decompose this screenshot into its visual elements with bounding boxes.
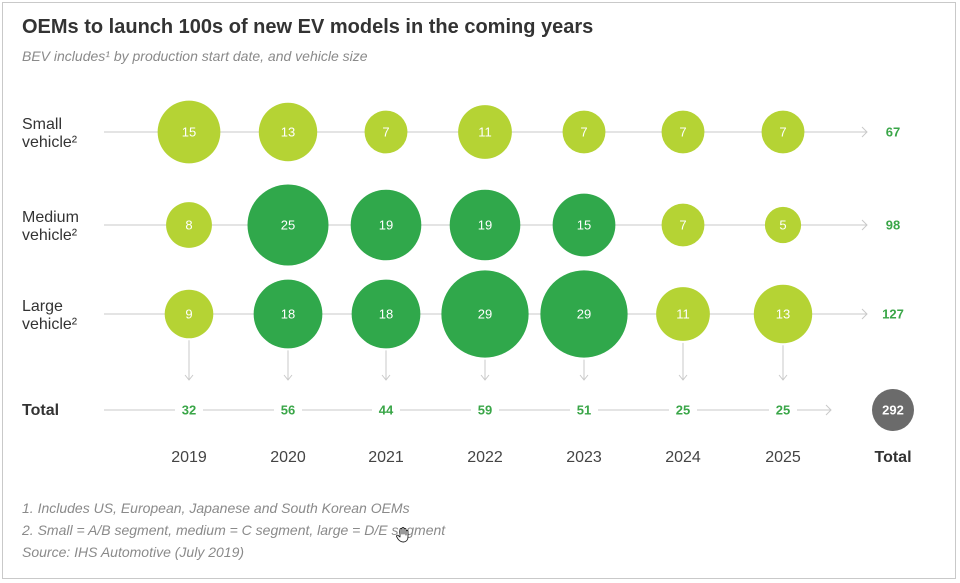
bubble-2-2019 <box>164 289 214 339</box>
row-label-0: Small vehicle² <box>22 116 78 151</box>
row-0-guide-arrowhead <box>861 126 868 138</box>
column-total-bg-2021 <box>372 401 400 419</box>
bubble-0-2021 <box>364 110 408 154</box>
bubble-value-0-2020: 13 <box>281 125 295 140</box>
bubble-value-0-2019: 15 <box>182 125 196 140</box>
down-arrowhead-2022 <box>480 374 490 381</box>
bubble-value-0-2025: 7 <box>779 125 786 140</box>
row-total-2: 127 <box>882 307 904 322</box>
bubble-value-0-2023: 7 <box>580 125 587 140</box>
bubble-0-2025 <box>761 110 805 154</box>
column-total-bg-2020 <box>274 401 302 419</box>
year-label-2024: 2024 <box>665 449 701 466</box>
bubble-1-2024 <box>661 203 705 247</box>
down-arrowhead-2020 <box>283 374 293 381</box>
column-total-2025: 25 <box>776 403 790 418</box>
bubble-0-2022 <box>458 105 512 159</box>
bubble-value-2-2024: 11 <box>676 307 690 322</box>
year-label-2021: 2021 <box>368 449 404 466</box>
row-total-0: 67 <box>886 125 900 140</box>
footnotes: 1. Includes US, European, Japanese and S… <box>22 497 445 563</box>
column-total-bg-2022 <box>471 401 499 419</box>
bubble-value-0-2024: 7 <box>679 125 686 140</box>
row-total-1: 98 <box>886 218 900 233</box>
column-total-bg-2019 <box>175 401 203 419</box>
year-label-2020: 2020 <box>270 449 306 466</box>
bubble-value-2-2023: 29 <box>577 307 591 322</box>
bubble-1-2022 <box>449 189 521 261</box>
column-total-2020: 56 <box>281 403 295 418</box>
totals-row-label: Total <box>22 402 59 419</box>
column-total-2024: 25 <box>676 403 690 418</box>
year-label-2019: 2019 <box>171 449 207 466</box>
bubble-value-2-2020: 18 <box>281 307 295 322</box>
bubble-1-2019 <box>166 202 212 248</box>
bubble-1-2025 <box>764 206 802 244</box>
column-total-2021: 44 <box>379 403 394 418</box>
bubble-2-2023 <box>540 270 628 358</box>
row-1-guide-arrowhead <box>861 219 868 231</box>
down-arrowhead-2025 <box>778 374 788 381</box>
bubble-2-2024 <box>656 287 710 341</box>
hand-cursor-icon <box>396 527 409 543</box>
bubble-0-2019 <box>157 100 221 164</box>
column-total-bg-2024 <box>669 401 697 419</box>
bubble-1-2020 <box>247 184 329 266</box>
bubble-0-2024 <box>661 110 705 154</box>
bubble-0-2023 <box>562 110 606 154</box>
column-total-2019: 32 <box>182 403 196 418</box>
footnote-1: 1. Includes US, European, Japanese and S… <box>22 500 410 516</box>
down-arrowhead-2021 <box>381 374 391 381</box>
bubble-value-1-2020: 25 <box>281 218 295 233</box>
bubble-2-2022 <box>441 270 529 358</box>
bubble-2-2025 <box>753 284 813 344</box>
year-label-2023: 2023 <box>566 449 602 466</box>
down-arrowhead-2019 <box>184 374 194 381</box>
bubble-value-2-2025: 13 <box>776 307 790 322</box>
column-total-bg-2025 <box>769 401 797 419</box>
bubble-value-1-2024: 7 <box>679 218 686 233</box>
year-label-2025: 2025 <box>765 449 801 466</box>
grand-total-value: 292 <box>882 403 904 418</box>
bubble-2-2020 <box>253 279 323 349</box>
bubble-value-1-2022: 19 <box>478 218 492 233</box>
chart-title: OEMs to launch 100s of new EV models in … <box>22 16 594 38</box>
row-label-2: Large vehicle² <box>22 298 78 333</box>
bubble-value-1-2025: 5 <box>779 218 786 233</box>
bubble-1-2023 <box>552 193 616 257</box>
bubble-value-0-2022: 11 <box>478 125 492 140</box>
bubble-value-1-2023: 15 <box>577 218 591 233</box>
column-total-2022: 59 <box>478 403 492 418</box>
column-total-2023: 51 <box>577 403 591 418</box>
bubble-2-2021 <box>351 279 421 349</box>
bubble-value-1-2019: 8 <box>185 218 192 233</box>
column-total-bg-2023 <box>570 401 598 419</box>
bubble-value-1-2021: 19 <box>379 218 393 233</box>
down-arrowhead-2023 <box>579 374 589 381</box>
bubble-1-2021 <box>350 189 422 261</box>
chart-subtitle: BEV includes¹ by production start date, … <box>22 48 368 64</box>
bubble-0-2020 <box>258 102 318 162</box>
down-arrowhead-2024 <box>678 374 688 381</box>
grand-total-circle <box>872 389 914 431</box>
year-label-2022: 2022 <box>467 449 503 466</box>
totals-guide-arrowhead <box>825 404 832 416</box>
bubble-value-2-2022: 29 <box>478 307 492 322</box>
bubble-value-2-2021: 18 <box>379 307 393 322</box>
bubble-value-2-2019: 9 <box>185 307 192 322</box>
source-note: Source: IHS Automotive (July 2019) <box>22 544 245 560</box>
row-2-guide-arrowhead <box>861 308 868 320</box>
footnote-2: 2. Small = A/B segment, medium = C segme… <box>22 522 446 538</box>
row-label-1: Medium vehicle² <box>22 209 79 244</box>
total-column-label: Total <box>874 449 911 466</box>
bubble-value-0-2021: 7 <box>382 125 389 140</box>
